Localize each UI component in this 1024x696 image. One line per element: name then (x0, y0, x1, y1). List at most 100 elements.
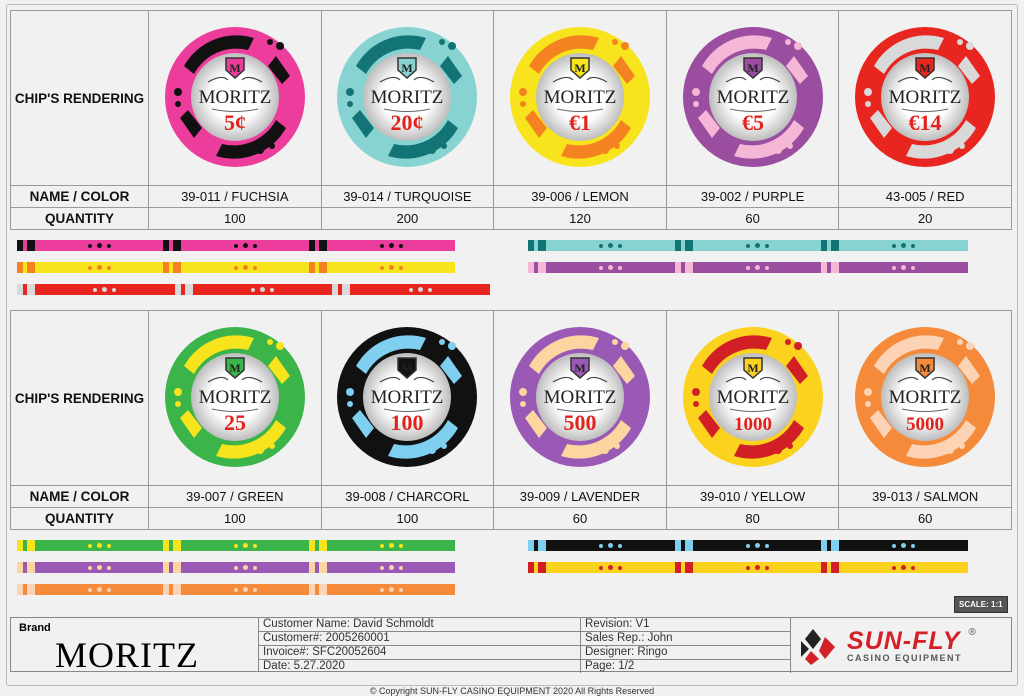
svg-text:M: M (402, 61, 413, 75)
info-grid: Customer Name: David Schmoldt Revision: … (259, 618, 791, 673)
chip-rendering: M MORITZ 25 (148, 310, 322, 486)
chip-name: 39-006 / LEMON (493, 185, 667, 208)
stripe-segment (35, 240, 163, 251)
stripe-segment (251, 287, 255, 292)
stripe-segment (528, 262, 534, 273)
stripe-segment (173, 584, 181, 595)
stripe-segment (27, 240, 35, 251)
stripe-segment (764, 543, 769, 548)
stripe-segment (27, 584, 35, 595)
stripe-segment (764, 565, 769, 570)
stripe-segment (892, 265, 897, 270)
stripe-segment (379, 265, 384, 270)
stripe-segment (839, 240, 968, 251)
stripe-segment (173, 240, 181, 251)
stripe-segment (827, 562, 832, 573)
stripe-segment (96, 243, 102, 248)
stripe-segment (417, 287, 423, 292)
svg-text:M: M (747, 361, 758, 375)
stripe-segment (252, 243, 257, 248)
stripe-segment (911, 243, 916, 248)
stripe-segment (309, 262, 315, 273)
stripe-segment (827, 262, 832, 273)
copyright: © Copyright SUN-FLY CASINO EQUIPMENT 202… (369, 686, 655, 696)
stripe-segment (754, 543, 760, 548)
stripe-segment (23, 284, 27, 295)
stripe-segment (607, 565, 613, 570)
name-color-label: NAME / COLOR (10, 485, 149, 508)
stripe-segment (546, 540, 675, 551)
stripe-segment (831, 540, 840, 551)
stripe-segment (169, 262, 173, 273)
stripe-segment (87, 565, 92, 570)
stripe-segment (23, 262, 27, 273)
logo-subtitle: CASINO EQUIPMENT (847, 652, 963, 663)
chip-name: 39-014 / TURQUOISE (320, 185, 495, 208)
stripe-segment (184, 284, 193, 295)
stripe-segment (607, 265, 613, 270)
stripe-segment (319, 540, 327, 551)
stripe-segment (96, 543, 102, 548)
stripe-segment (17, 584, 23, 595)
stripe-segment (388, 265, 394, 270)
stripe-segment (87, 587, 92, 592)
stripe-segment (674, 240, 681, 251)
stripe-segment (309, 584, 315, 595)
stripe-segment (684, 540, 693, 551)
stripe-segment (754, 243, 760, 248)
scale-badge: SCALE: 1:1 (954, 596, 1008, 613)
stripe-segment (598, 265, 603, 270)
stripe-segment (242, 243, 248, 248)
stripe-segment (233, 243, 238, 248)
stripe-segment (388, 565, 394, 570)
stripe-segment (233, 565, 238, 570)
chip-rendering: M MORITZ €5 (665, 10, 840, 186)
stripe-segment (242, 543, 248, 548)
stripe-segment (546, 562, 675, 573)
chip-value: 500 (563, 410, 596, 435)
page-number: Page: 1/2 (581, 660, 791, 673)
stripe-segment (327, 262, 455, 273)
stripe-segment (827, 540, 832, 551)
stripe-segment (192, 284, 333, 295)
stripe-segment (319, 584, 327, 595)
stripe-segment (692, 562, 822, 573)
chip-rendering: M MORITZ 20¢ (320, 10, 495, 186)
stripe-segment (93, 287, 98, 292)
stripe-segment (242, 587, 248, 592)
stripe-segment (319, 240, 327, 251)
svg-text:M: M (574, 361, 585, 375)
stripe-segment (35, 540, 163, 551)
stripe-segment (106, 543, 111, 548)
stripe-segment (233, 543, 238, 548)
chip-image: M MORITZ 20¢ (337, 26, 478, 167)
stripe-segment (181, 240, 309, 251)
sheet-frame (6, 4, 1018, 686)
stripe-segment (674, 540, 681, 551)
stripe-segment (892, 565, 897, 570)
chip-qty: 60 (665, 207, 840, 230)
chip-qty: 200 (320, 207, 495, 230)
chip-qty: 60 (838, 507, 1012, 530)
stripe-segment (892, 243, 897, 248)
chip-brand: MORITZ (371, 387, 444, 408)
stripe-segment (538, 262, 546, 273)
stripe-segment (27, 562, 35, 573)
stripe-segment (745, 243, 750, 248)
stripe-segment (684, 240, 693, 251)
stripe-segment (528, 240, 534, 251)
stripe-segment (315, 562, 319, 573)
chip-table-1: CHIP'S RENDERING M MORITZ 5¢ M MORITZ 20… (10, 10, 1012, 230)
stripe-segment (831, 240, 840, 251)
stripe-segment (821, 262, 828, 273)
stripe-segment (169, 240, 173, 251)
stripe-segment (180, 284, 185, 295)
stripe-segment (754, 265, 760, 270)
stripe-segment (839, 540, 968, 551)
stripe-segment (27, 284, 35, 295)
chip-name: 39-011 / FUCHSIA (148, 185, 322, 208)
stripe-segment (745, 265, 750, 270)
chip-qty: 100 (148, 207, 322, 230)
stripe-segment (17, 284, 23, 295)
sales-rep: Sales Rep.: John (581, 632, 791, 646)
